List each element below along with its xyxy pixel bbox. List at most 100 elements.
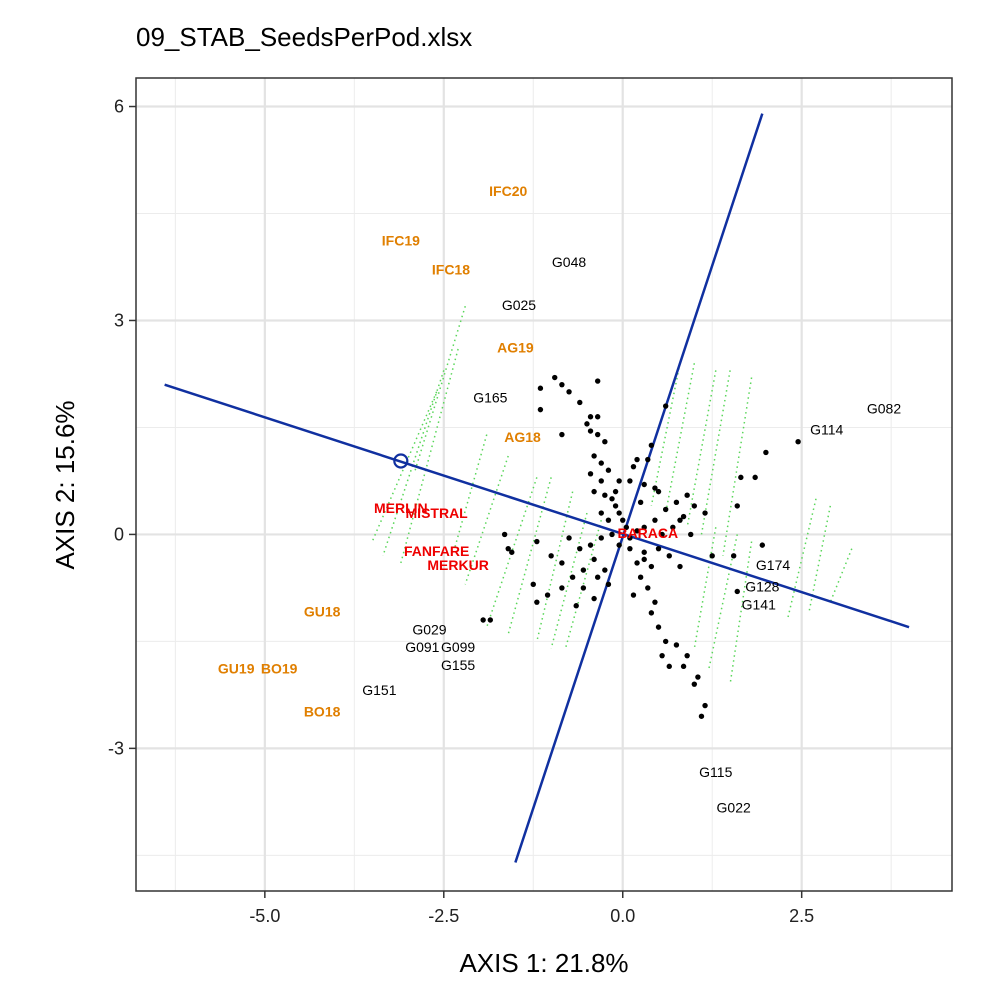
projection-line: [371, 391, 438, 542]
genotype-point: [598, 460, 604, 466]
genotype-point: [634, 560, 640, 566]
x-tick-label: 0.0: [610, 906, 635, 926]
genotype-point: [655, 545, 662, 552]
check-label: MISTRAL: [406, 505, 469, 521]
genotype-point: [695, 674, 701, 680]
genotype-point: [591, 556, 597, 563]
check-label: MERLIN: [374, 500, 428, 516]
genotype-point: [645, 585, 651, 591]
genotype-point: [627, 545, 633, 552]
genotype-point: [602, 567, 608, 573]
genotype-point: [752, 474, 758, 481]
genotype-label: G029: [412, 621, 446, 637]
genotype-point: [759, 542, 766, 548]
projection-line: [829, 548, 853, 603]
projection-line: [729, 541, 753, 685]
plot-frame: [135, 77, 953, 892]
genotype-point: [509, 549, 515, 555]
genotype-point: [584, 421, 590, 427]
genotype-label: G115: [699, 764, 732, 780]
projection-line: [550, 512, 588, 649]
genotype-point: [670, 524, 676, 530]
genotype-point: [605, 517, 612, 523]
y-tick-label: -3: [108, 738, 124, 758]
projection-line: [693, 527, 717, 649]
genotype-point: [587, 542, 594, 548]
genotype-point: [734, 503, 740, 509]
genotype-label: G022: [717, 800, 751, 816]
projection-line: [382, 370, 445, 557]
genotype-point: [666, 663, 672, 670]
genotype-point: [673, 642, 680, 648]
genotype-point: [587, 414, 594, 420]
genotype-point: [559, 381, 565, 388]
y-tick-label: 3: [114, 310, 124, 330]
genotype-point: [662, 638, 669, 645]
genotype-point: [795, 439, 801, 445]
projection-line: [414, 305, 466, 471]
genotype-point: [641, 524, 647, 530]
x-axis-label: AXIS 1: 21.8%: [459, 948, 628, 978]
check-label: MERKUR: [427, 557, 488, 573]
genotype-point: [691, 681, 698, 687]
environment-label: BO18: [304, 703, 341, 719]
genotype-point: [587, 471, 594, 477]
projection-line: [650, 363, 681, 507]
genotype-point: [648, 442, 655, 448]
genotype-point: [559, 560, 565, 566]
genotype-point: [659, 531, 665, 538]
biplot-axis-line: [514, 113, 764, 863]
genotype-point: [730, 553, 737, 559]
genotype-point: [548, 553, 554, 559]
projection-line: [564, 519, 602, 649]
genotype-point: [680, 513, 687, 520]
genotype-point: [544, 592, 551, 598]
genotype-point: [698, 713, 705, 719]
projection-line: [453, 434, 488, 549]
genotype-point: [763, 449, 769, 456]
genotype-point: [652, 485, 658, 491]
genotype-point: [659, 652, 665, 659]
genotype-point: [534, 538, 540, 545]
genotype-point: [537, 385, 544, 391]
genotype-point: [673, 499, 680, 506]
genotype-point: [577, 545, 583, 552]
genotype-point: [569, 574, 576, 580]
genotype-point: [734, 588, 740, 595]
genotype-point: [634, 456, 640, 463]
genotype-point: [641, 481, 647, 488]
genotype-point: [652, 517, 658, 523]
environment-label: BO19: [261, 661, 298, 677]
genotype-label: G141: [742, 596, 776, 612]
genotype-point: [702, 702, 708, 709]
projection-line: [786, 498, 817, 621]
genotype-point: [652, 599, 658, 605]
environment-label: AG19: [497, 340, 534, 356]
genotype-point: [641, 549, 647, 555]
genotype-label: G151: [362, 682, 396, 698]
y-tick-label: 6: [114, 97, 124, 117]
check-label: BARACA: [617, 525, 678, 541]
average-environment-marker: [393, 453, 409, 469]
chart-title: 09_STAB_SeedsPerPod.xlsx: [136, 22, 472, 52]
genotype-point: [605, 581, 612, 588]
genotype-point: [645, 456, 651, 463]
environment-label: GU18: [304, 604, 341, 620]
x-tick-label: -2.5: [428, 906, 459, 926]
genotype-point: [634, 528, 640, 534]
environment-label: IFC19: [382, 233, 420, 249]
genotype-point: [566, 535, 572, 541]
genotype-point: [655, 488, 662, 495]
genotype-point: [616, 510, 622, 516]
genotype-label: G048: [552, 254, 586, 270]
genotype-point: [677, 563, 683, 570]
genotype-point: [709, 553, 715, 559]
genotype-point: [637, 499, 644, 506]
genotype-point: [577, 399, 583, 406]
genotype-point: [598, 478, 604, 484]
genotype-point: [487, 617, 494, 623]
environment-label: IFC18: [432, 261, 470, 277]
projection-line: [664, 363, 696, 514]
genotype-label: G174: [756, 557, 790, 573]
genotype-point: [534, 599, 540, 605]
